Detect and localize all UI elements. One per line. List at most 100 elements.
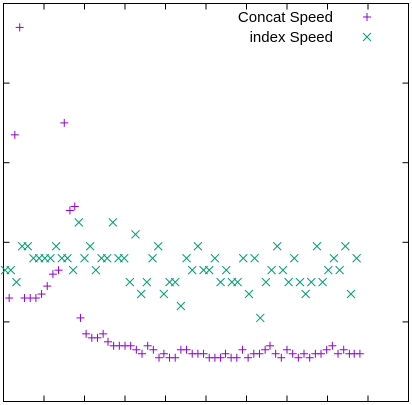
data-point-index-speed	[159, 289, 169, 299]
data-point-concat-speed	[15, 23, 24, 32]
data-point-index-speed	[80, 253, 89, 263]
data-point-concat-speed	[82, 329, 91, 338]
data-point-concat-speed	[155, 353, 164, 362]
data-point-concat-speed	[232, 353, 241, 362]
data-point-index-speed	[182, 253, 191, 263]
data-point-concat-speed	[93, 333, 102, 342]
data-point-concat-speed	[271, 349, 280, 358]
data-point-index-speed	[51, 241, 61, 251]
data-point-index-speed	[136, 289, 146, 299]
data-point-index-speed	[267, 265, 276, 275]
data-point-index-speed	[233, 277, 242, 287]
data-point-index-speed	[335, 265, 345, 275]
data-point-index-speed	[102, 253, 112, 263]
data-point-index-speed	[352, 253, 362, 263]
data-point-index-speed	[187, 265, 197, 275]
axis-ticks	[3, 3, 409, 402]
data-point-index-speed	[318, 277, 327, 287]
legend-symbol-concat-speed	[363, 13, 371, 21]
data-point-concat-speed	[43, 282, 52, 291]
data-point-index-speed	[306, 277, 316, 287]
data-point-concat-speed	[132, 345, 141, 354]
data-point-concat-speed	[305, 353, 314, 362]
data-point-index-speed	[250, 253, 259, 263]
data-point-concat-speed	[339, 345, 348, 354]
data-point-concat-speed	[199, 349, 208, 358]
data-point-concat-speed	[265, 341, 274, 350]
data-point-concat-speed	[328, 341, 337, 350]
data-point-index-speed	[278, 265, 288, 275]
data-point-concat-speed	[31, 294, 40, 303]
data-point-concat-speed	[255, 349, 264, 358]
data-point-index-speed	[284, 277, 293, 287]
legend-marker-concat-speed	[363, 13, 371, 21]
data-point-concat-speed	[277, 353, 286, 362]
data-point-concat-speed	[37, 290, 46, 299]
data-point-index-speed	[63, 253, 72, 263]
series-layer	[0, 23, 364, 362]
legend-label-index-speed: index Speed	[250, 29, 333, 46]
data-point-index-speed	[176, 301, 186, 311]
data-point-concat-speed	[216, 353, 225, 362]
data-point-concat-speed	[70, 202, 79, 211]
data-point-concat-speed	[238, 345, 247, 354]
data-point-concat-speed	[322, 345, 331, 354]
legend-symbol-index-speed	[362, 32, 372, 42]
data-point-index-speed	[6, 265, 16, 275]
data-point-index-speed	[346, 289, 356, 299]
data-point-concat-speed	[65, 206, 74, 215]
data-point-index-speed	[323, 265, 333, 275]
data-point-index-speed	[68, 265, 78, 275]
data-point-index-speed	[216, 277, 225, 287]
data-point-index-speed	[221, 265, 231, 275]
data-point-index-speed	[244, 289, 254, 299]
data-point-concat-speed	[221, 349, 230, 358]
data-point-index-speed	[142, 277, 152, 287]
data-point-concat-speed	[76, 313, 85, 322]
data-point-index-speed	[125, 277, 135, 287]
data-point-index-speed	[170, 277, 180, 287]
data-point-concat-speed	[149, 345, 158, 354]
data-point-index-speed	[261, 277, 271, 287]
data-point-concat-speed	[99, 329, 108, 338]
data-point-concat-speed	[60, 118, 69, 127]
data-point-index-speed	[272, 241, 282, 251]
data-point-concat-speed	[283, 345, 291, 354]
data-point-index-speed	[131, 229, 140, 239]
data-point-index-speed	[46, 253, 55, 263]
data-point-index-speed	[91, 265, 101, 275]
data-point-concat-speed	[126, 341, 135, 350]
data-point-index-speed	[312, 241, 322, 251]
data-point-concat-speed	[244, 353, 253, 362]
data-point-concat-speed	[294, 353, 303, 362]
data-point-index-speed	[301, 289, 310, 299]
data-point-index-speed	[108, 218, 118, 227]
data-point-index-speed	[204, 265, 214, 275]
data-point-index-speed	[340, 241, 350, 251]
data-point-concat-speed	[143, 341, 152, 350]
data-point-index-speed	[238, 253, 248, 263]
data-point-concat-speed	[182, 345, 191, 354]
data-point-concat-speed	[159, 349, 168, 358]
data-point-index-speed	[74, 218, 84, 227]
data-point-concat-speed	[138, 349, 147, 358]
data-point-concat-speed	[54, 266, 63, 275]
data-point-concat-speed	[355, 349, 364, 358]
data-point-index-speed	[148, 253, 157, 263]
data-point-index-speed	[295, 277, 305, 287]
data-point-concat-speed	[10, 130, 19, 139]
data-point-index-speed	[23, 241, 33, 251]
data-point-concat-speed	[261, 345, 270, 354]
plot-frame	[3, 3, 409, 402]
data-point-index-speed	[12, 277, 21, 287]
data-point-index-speed	[119, 253, 129, 263]
data-point-concat-speed	[103, 337, 112, 346]
data-point-index-speed	[210, 253, 220, 263]
data-point-concat-speed	[288, 349, 297, 358]
data-point-index-speed	[255, 313, 265, 323]
data-point-concat-speed	[317, 349, 326, 358]
data-point-concat-speed	[334, 349, 343, 358]
data-point-index-speed	[153, 241, 163, 251]
